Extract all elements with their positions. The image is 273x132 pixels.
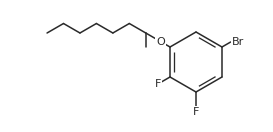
Text: O: O — [156, 37, 165, 47]
Text: Br: Br — [232, 37, 244, 47]
Text: F: F — [155, 79, 161, 89]
Text: F: F — [193, 107, 199, 117]
